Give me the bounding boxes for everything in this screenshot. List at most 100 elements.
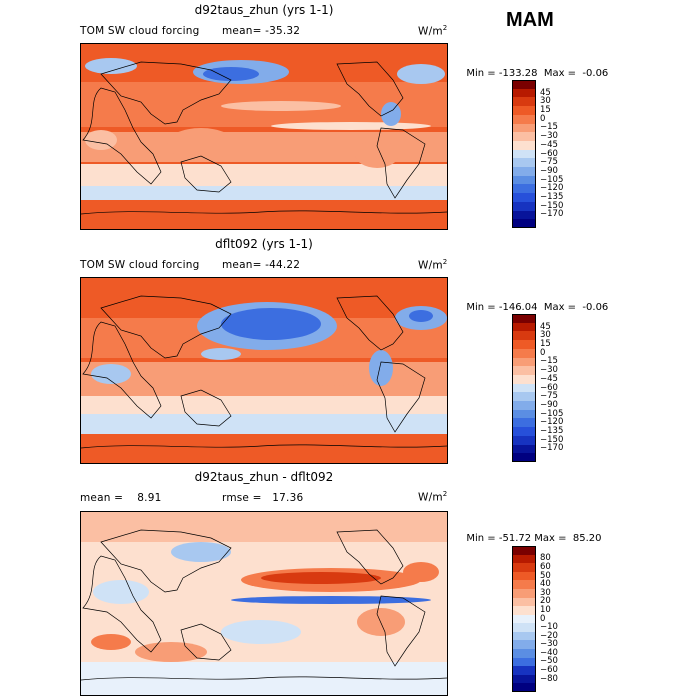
panel3-colorbar-tick: −80 bbox=[540, 673, 558, 684]
panel3-min-value: -51.72 bbox=[498, 533, 532, 544]
panel3-colorbar-swatch bbox=[512, 674, 536, 684]
panel1-colorbar-tick: −170 bbox=[540, 209, 564, 220]
panel2-colorbar-tick: −170 bbox=[540, 443, 564, 454]
panel3-rmse-value: 17.36 bbox=[272, 492, 304, 504]
panel3-colorbar-swatch bbox=[512, 614, 536, 624]
panel2-minmax: Min = -146.04 Max = -0.06 bbox=[460, 291, 700, 313]
panel3-units-exp: 2 bbox=[442, 490, 448, 498]
panel2-colorbar-swatch bbox=[512, 348, 536, 359]
panel3-rmse: rmse = 17.36 bbox=[222, 492, 303, 504]
panel1-minmax: Min = -133.28 Max = -0.06 bbox=[460, 57, 700, 79]
panel1-colorbar-swatch bbox=[512, 149, 536, 159]
panel1-colorbar-swatch bbox=[512, 184, 536, 194]
panel2-colorbar-swatch bbox=[512, 435, 536, 446]
panel2-colorbar-swatch bbox=[512, 383, 536, 393]
panel1-units-base: W/m bbox=[418, 25, 443, 38]
panel2-units-base: W/m bbox=[418, 259, 443, 272]
panel2-mean-label: mean= bbox=[222, 259, 262, 271]
panel3-units: W/m2 bbox=[418, 490, 447, 504]
panel3-max-label: Max = bbox=[534, 533, 567, 544]
panel3-colorbar-swatch bbox=[512, 683, 536, 693]
panel3-colorbar-tick: −50 bbox=[540, 656, 558, 667]
panel2-colorbar-swatch bbox=[512, 444, 536, 454]
panel1-colorbar-tick: −90 bbox=[540, 165, 558, 176]
panel3-colorbar-swatch bbox=[512, 606, 536, 616]
panel3-colorbar-swatch bbox=[512, 640, 536, 650]
panel2-colorbar-tick: −75 bbox=[540, 391, 558, 402]
panel2-colorbar-swatch bbox=[512, 331, 536, 341]
panel2-variable-label: TOM SW cloud forcing bbox=[80, 259, 200, 271]
panel2-mean: mean= -44.22 bbox=[222, 259, 300, 271]
panel2-colorbar-tick: 15 bbox=[540, 338, 551, 349]
panel1-colorbar-tick: −30 bbox=[540, 131, 558, 142]
panel1-colorbar-tick: −45 bbox=[540, 139, 558, 150]
panel1-colorbar-swatch bbox=[512, 106, 536, 116]
panel3-max-value: 85.20 bbox=[572, 533, 602, 544]
panel2-colorbar-swatch bbox=[512, 427, 536, 437]
panel1-variable-label: TOM SW cloud forcing bbox=[80, 25, 200, 37]
panel2-min-label: Min = bbox=[466, 302, 496, 313]
panel1-colorbar-swatch bbox=[512, 175, 536, 185]
panel3-minmax: Min = -51.72 Max = 85.20 bbox=[460, 522, 700, 544]
panel1-colorbar-tick: −135 bbox=[540, 192, 564, 203]
panel3-colorbar-swatch bbox=[512, 631, 536, 641]
panel1-mean-label: mean= bbox=[222, 25, 262, 37]
panel2-colorbar-swatch bbox=[512, 392, 536, 402]
panel3-title: d92taus_zhun - dflt092 bbox=[194, 470, 334, 484]
panel1-colorbar-tick: −75 bbox=[540, 157, 558, 168]
panel1-colorbar: 45 30 15 0 −15 −30 −45 −60 −75 −90 −105 −120 −135 −15… bbox=[512, 80, 572, 229]
panel3-colorbar-swatch bbox=[512, 546, 536, 556]
panel1-colorbar-swatch bbox=[512, 80, 536, 90]
panel2-colorbar-swatch bbox=[512, 401, 536, 411]
panel1-min-value: -133.28 bbox=[498, 68, 538, 79]
panel3-colorbar-swatch bbox=[512, 657, 536, 667]
panel3-colorbar-tick: −60 bbox=[540, 665, 558, 676]
panel1-colorbar-swatch bbox=[512, 132, 536, 142]
panel3-colorbar-frame bbox=[512, 546, 536, 692]
panel3-rmse-label: rmse = bbox=[222, 492, 262, 504]
panel3-mean-label: mean = bbox=[80, 492, 124, 504]
panel1-colorbar-swatch bbox=[512, 123, 536, 133]
panel1-title: d92taus_zhun (yrs 1-1) bbox=[194, 3, 334, 17]
panel1-units: W/m2 bbox=[418, 24, 447, 38]
panel2-colorbar-frame bbox=[512, 314, 536, 462]
panel3-colorbar-swatch bbox=[512, 649, 536, 659]
panel2-colorbar-tick: 0 bbox=[540, 347, 546, 358]
panel1-colorbar-tick: 30 bbox=[540, 96, 551, 107]
panel3-mean: mean = 8.91 bbox=[80, 492, 161, 504]
panel1-max-label: Max = bbox=[543, 68, 577, 79]
panel2-max-label: Max = bbox=[543, 302, 577, 313]
panel2-colorbar-tick: −150 bbox=[540, 434, 564, 445]
panel1-map-plot bbox=[81, 44, 447, 229]
panel1-colorbar-tick: −105 bbox=[540, 174, 564, 185]
panel1-colorbar-swatch bbox=[512, 97, 536, 107]
panel3-colorbar-swatch bbox=[512, 588, 536, 599]
panel2-colorbar-tick: 30 bbox=[540, 330, 551, 341]
panel3-colorbar-swatch bbox=[512, 580, 536, 590]
panel2-colorbar-swatch bbox=[512, 453, 536, 463]
panel2-title: dflt092 (yrs 1-1) bbox=[215, 237, 313, 251]
panel2-colorbar-tick: −60 bbox=[540, 382, 558, 393]
panel1-colorbar-swatch bbox=[512, 140, 536, 151]
panel1-colorbar-tick: 0 bbox=[540, 113, 546, 124]
panel1-units-exp: 2 bbox=[442, 24, 448, 32]
panel1-colorbar-swatch bbox=[512, 193, 536, 203]
panel1-mean: mean= -35.32 bbox=[222, 25, 300, 37]
panel3-colorbar-tick: 60 bbox=[540, 561, 551, 572]
panel3-colorbar-tick: 20 bbox=[540, 596, 551, 607]
panel2-max-value: -0.06 bbox=[582, 302, 609, 313]
panel3-colorbar-swatch bbox=[512, 623, 536, 633]
panel2-mean-value: -44.22 bbox=[265, 259, 301, 271]
panel1-colorbar-tick: −15 bbox=[540, 122, 558, 133]
panel1-colorbar-swatch bbox=[512, 88, 536, 98]
panel2-colorbar-tick: −135 bbox=[540, 426, 564, 437]
panel2-map bbox=[80, 277, 448, 464]
panel2-colorbar-swatch bbox=[512, 322, 536, 332]
panel3-colorbar-tick: 30 bbox=[540, 587, 551, 598]
panel2-colorbar-swatch bbox=[512, 374, 536, 385]
panel1-colorbar-swatch bbox=[512, 219, 536, 229]
panel3-colorbar-tick: −20 bbox=[540, 630, 558, 641]
panel1-colorbar-tick: −120 bbox=[540, 183, 564, 194]
panel3-colorbar-tick: −40 bbox=[540, 647, 558, 658]
panel2-colorbar-swatch bbox=[512, 340, 536, 350]
